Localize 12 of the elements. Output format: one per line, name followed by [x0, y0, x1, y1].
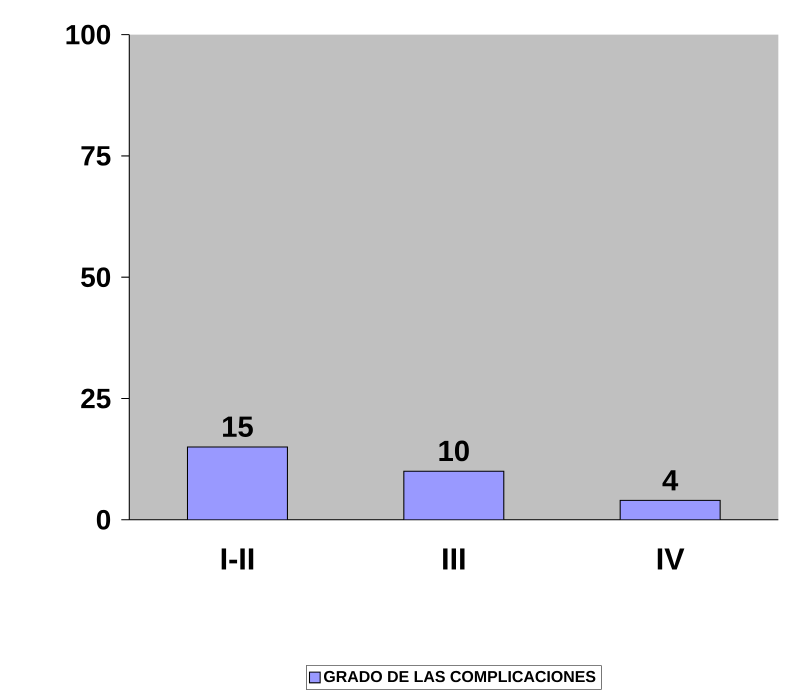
data-label: 4 — [662, 470, 678, 490]
y-tick-label: 50 — [81, 267, 110, 288]
data-label: 15 — [223, 416, 253, 438]
y-tick-label: 0 — [96, 510, 110, 530]
y-tick-label: 75 — [81, 146, 110, 166]
y-tick-label: 100 — [66, 24, 110, 45]
y-tick-label: 25 — [81, 388, 110, 409]
x-tick-label: III — [443, 548, 464, 570]
data-label: 10 — [439, 440, 469, 462]
x-tick-label: IV — [658, 548, 684, 570]
x-tick-label: I-II — [222, 548, 254, 570]
legend-label: GRADO DE LAS COMPLICACIONES — [324, 671, 596, 682]
